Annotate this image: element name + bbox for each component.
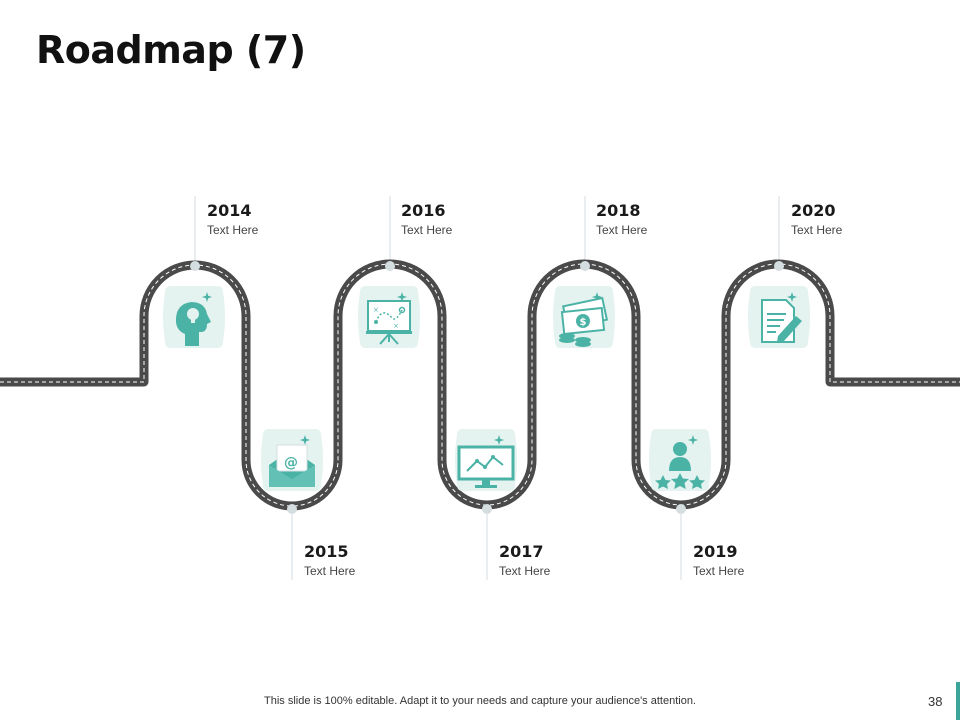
milestone-year: 2018 <box>596 201 641 220</box>
accent-bar <box>956 682 960 720</box>
milestone-text: Text Here <box>693 564 745 578</box>
svg-text:×: × <box>393 322 399 330</box>
milestone-year: 2014 <box>207 201 252 220</box>
page-number: 38 <box>928 694 943 709</box>
document-edit-icon <box>748 286 810 348</box>
milestone-2016: 2016 Text Here <box>401 201 453 238</box>
strategy-board-icon: × × <box>358 286 420 348</box>
milestone-text: Text Here <box>304 564 356 578</box>
milestone-text: Text Here <box>499 564 551 578</box>
milestone-2014: 2014 Text Here <box>207 201 259 238</box>
milestone-2015: 2015 Text Here <box>304 542 356 579</box>
milestone-year: 2016 <box>401 201 446 220</box>
money-icon: $ <box>553 286 615 348</box>
milestone-dots <box>190 261 784 514</box>
milestone-text: Text Here <box>207 223 259 237</box>
analytics-monitor-icon <box>455 429 517 491</box>
connector-lines <box>194 196 780 580</box>
slide-title: Roadmap (7) <box>36 28 306 72</box>
milestone-text: Text Here <box>791 223 843 237</box>
milestone-year: 2017 <box>499 542 544 561</box>
milestone-year: 2019 <box>693 542 738 561</box>
svg-text:$: $ <box>580 317 587 328</box>
email-icon: @ <box>261 429 323 491</box>
footer-note: This slide is 100% editable. Adapt it to… <box>264 695 696 707</box>
milestone-2020: 2020 Text Here <box>791 201 843 238</box>
milestone-2019: 2019 Text Here <box>693 542 745 579</box>
svg-text:@: @ <box>284 455 298 471</box>
idea-head-icon <box>163 286 225 348</box>
milestone-2017: 2017 Text Here <box>499 542 551 579</box>
milestone-year: 2020 <box>791 201 836 220</box>
svg-text:×: × <box>373 306 379 314</box>
milestone-text: Text Here <box>596 223 648 237</box>
user-rating-icon <box>649 429 711 491</box>
milestone-text: Text Here <box>401 223 453 237</box>
milestone-year: 2015 <box>304 542 349 561</box>
milestone-2018: 2018 Text Here <box>596 201 648 238</box>
